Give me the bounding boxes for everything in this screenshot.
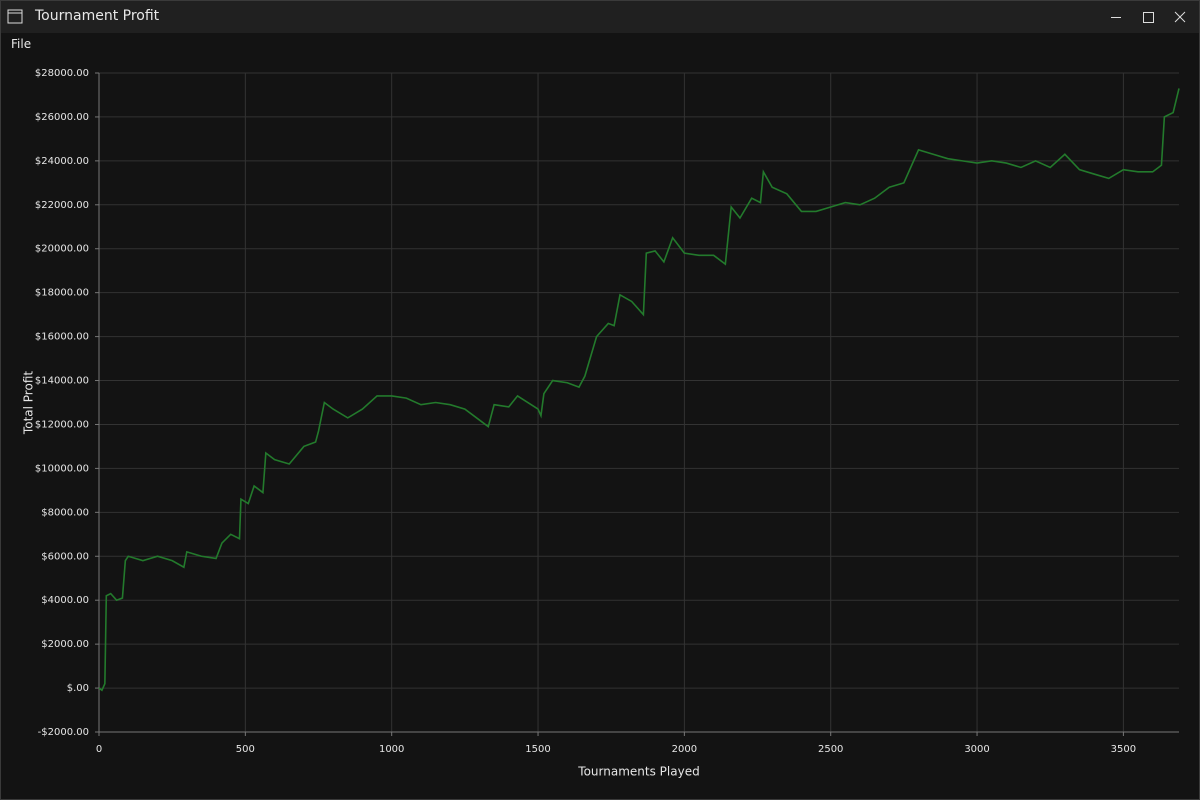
x-tick-label: 0 (96, 744, 102, 755)
y-tick-label: -$2000.00 (38, 727, 89, 738)
y-tick-label: $6000.00 (41, 551, 89, 562)
y-tick-label: $22000.00 (35, 200, 89, 211)
app-icon (7, 9, 23, 24)
y-tick-label: $14000.00 (35, 376, 89, 387)
y-tick-label: $8000.00 (41, 507, 89, 518)
x-tick-label: 3000 (964, 744, 989, 755)
x-tick-label: 3500 (1111, 744, 1136, 755)
x-tick-label: 1500 (525, 744, 550, 755)
x-tick-label: 1000 (379, 744, 404, 755)
y-tick-label: $20000.00 (35, 244, 89, 255)
y-tick-label: $26000.00 (35, 112, 89, 123)
chart: -$2000.00 $.00 $2000.00 $4000.00 $6000.00 $80… (22, 68, 1180, 779)
x-tick-label: 2500 (818, 744, 843, 755)
y-tick-label: $18000.00 (35, 288, 89, 299)
y-tick-label: $24000.00 (35, 156, 89, 167)
y-tick-label: $.00 (67, 683, 89, 694)
title-bar: Tournament Profit (1, 1, 1199, 33)
y-tick-label: $4000.00 (41, 595, 89, 606)
window-title: Tournament Profit (35, 8, 160, 24)
y-tick-label: $12000.00 (35, 419, 89, 430)
x-axis-label: Tournaments Played (577, 765, 699, 779)
y-tick-label: $28000.00 (35, 68, 89, 79)
x-tick-label: 500 (236, 744, 255, 755)
data-line (98, 88, 1180, 692)
y-tick-label: $2000.00 (41, 639, 89, 650)
y-tick-label: $16000.00 (35, 332, 89, 343)
window-controls[interactable] (1101, 1, 1199, 33)
x-tick-label: 2000 (672, 744, 697, 755)
y-axis-label: Total Profit (22, 371, 36, 435)
y-tick-label: $10000.00 (35, 463, 89, 474)
menu-item[interactable]: File (11, 37, 32, 51)
